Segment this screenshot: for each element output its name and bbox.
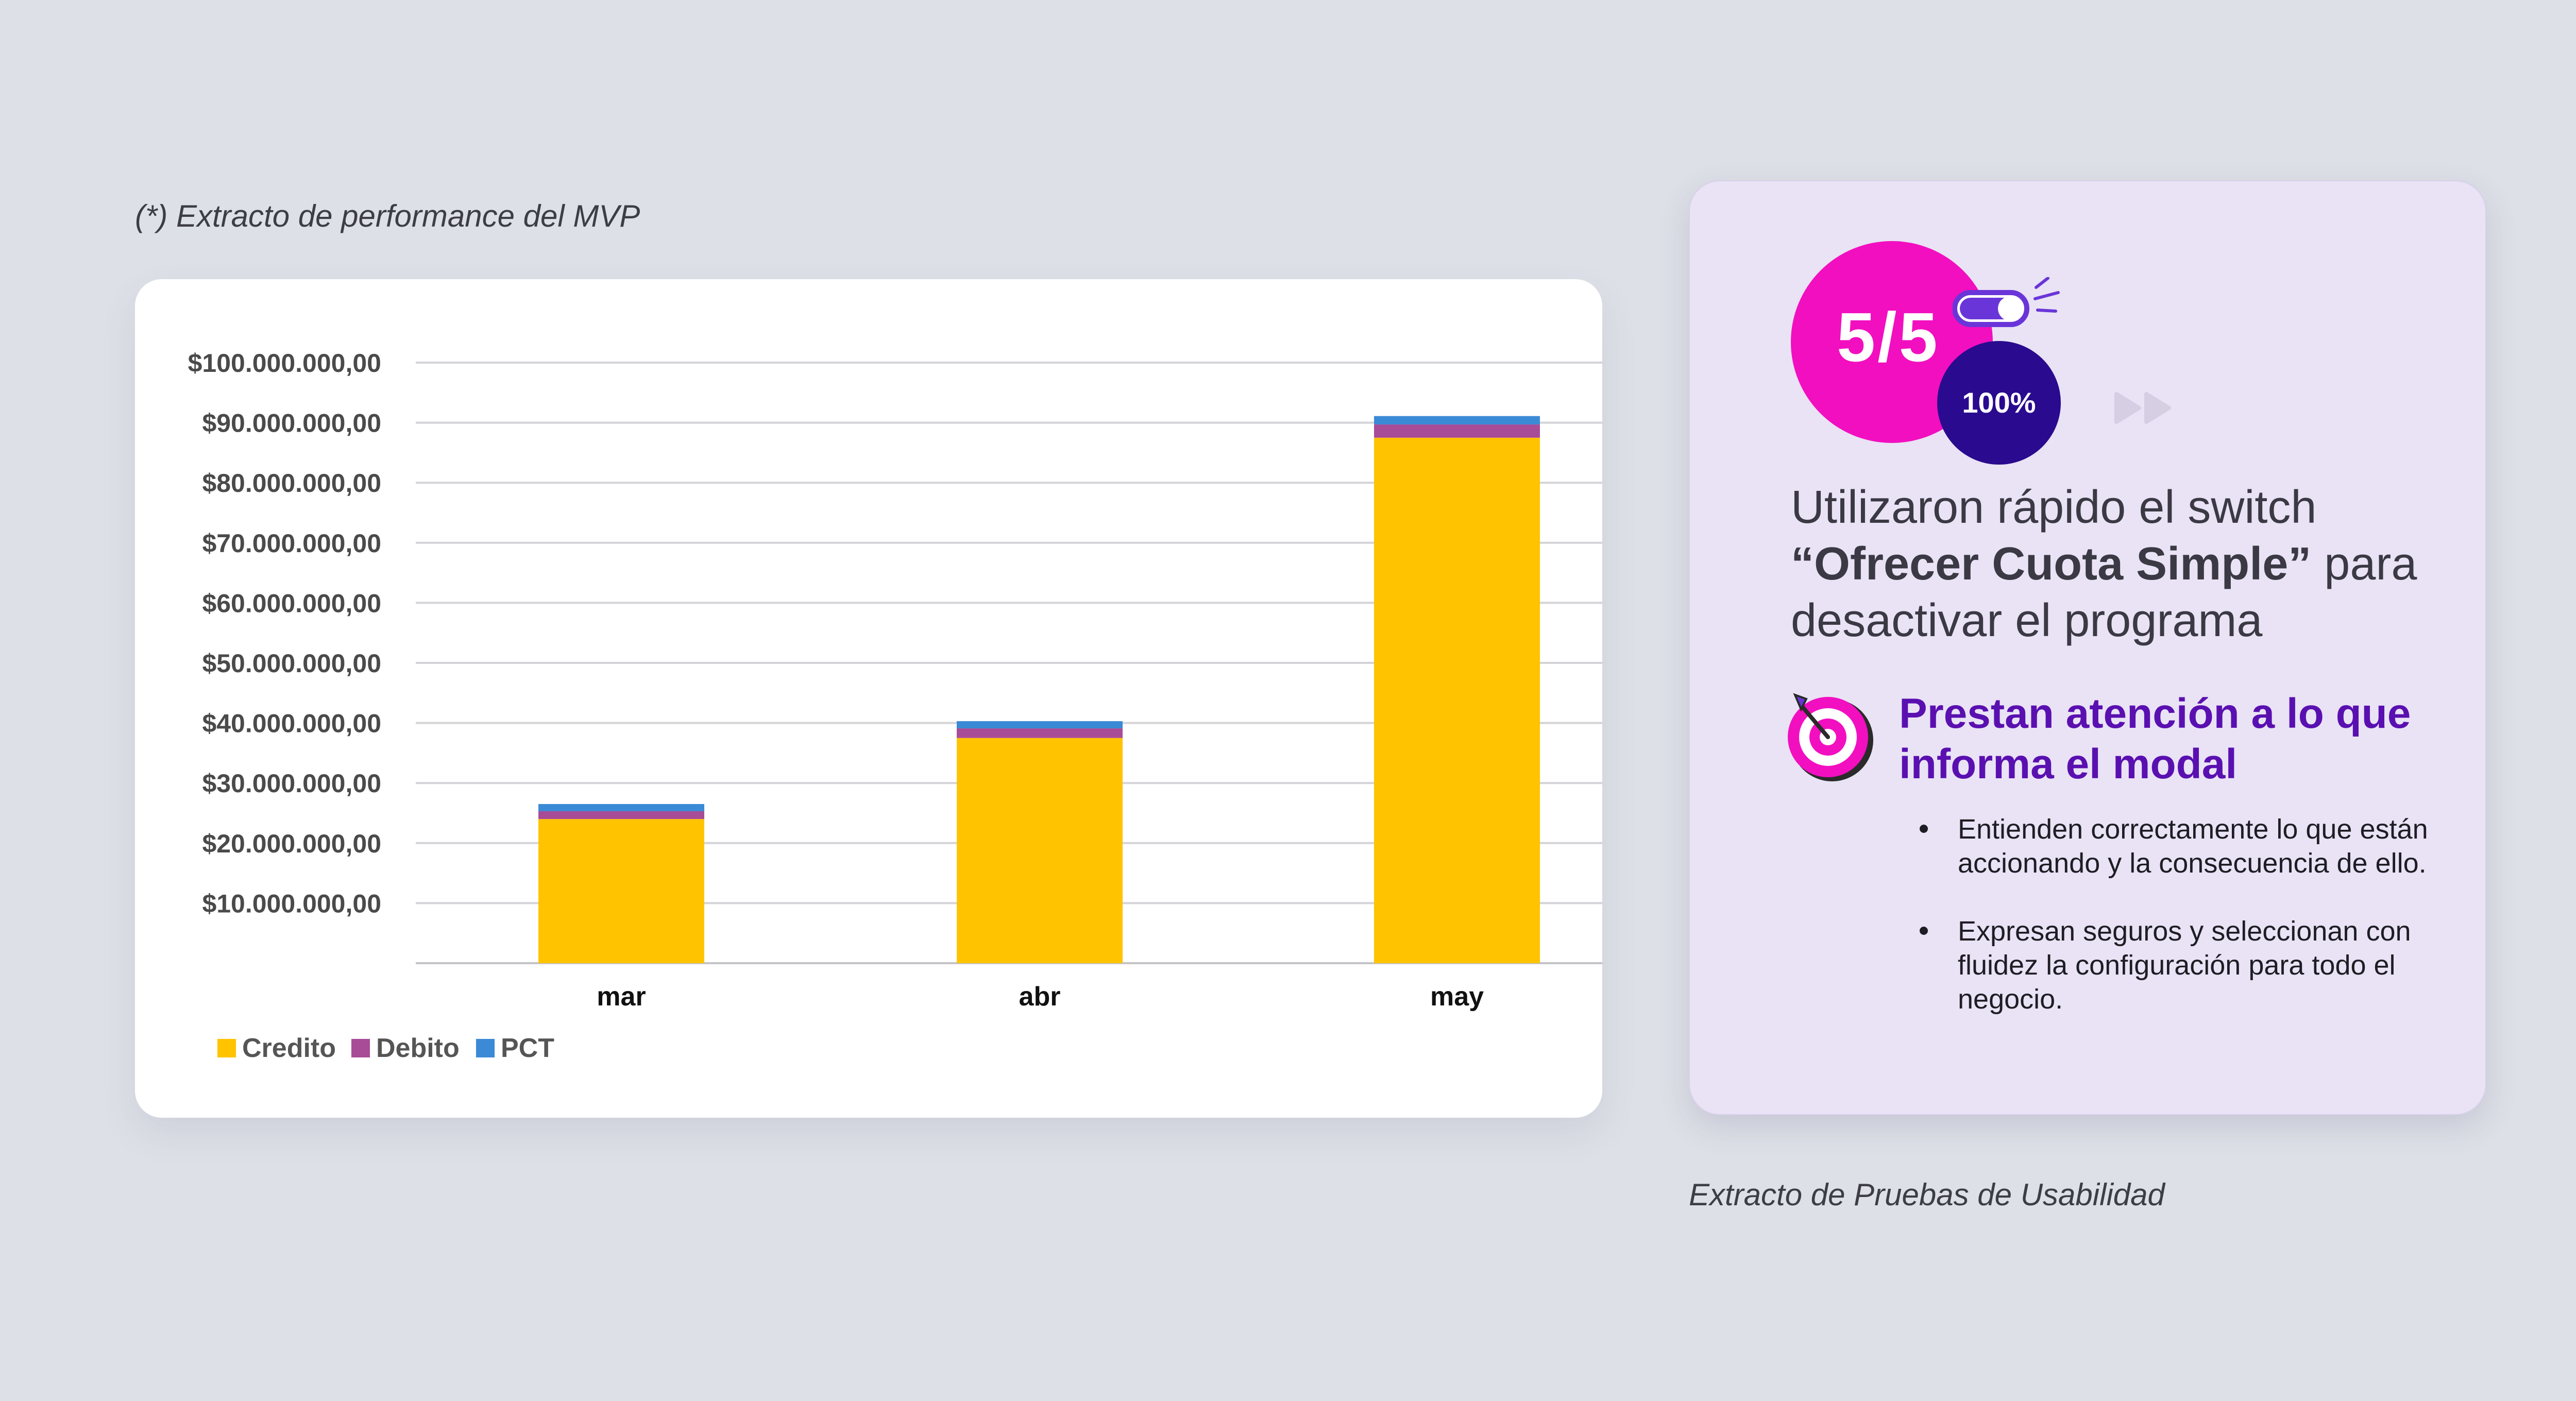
bar-credito-abr [957, 738, 1123, 963]
y-tick-label: $60.000.000,00 [202, 589, 381, 618]
y-tick-label: $30.000.000,00 [202, 769, 381, 798]
y-tick-label: $50.000.000,00 [202, 649, 381, 678]
chart-caption: (*) Extracto de performance del MVP [135, 199, 640, 233]
legend-swatch-pct [476, 1039, 495, 1057]
bullet-dot [1920, 927, 1928, 935]
bar-credito-mar [538, 819, 704, 963]
y-tick-label: $10.000.000,00 [202, 889, 381, 918]
legend-swatch-debito [351, 1039, 370, 1057]
bar-credito-may [1374, 437, 1540, 963]
legend-swatch-credito [217, 1039, 236, 1057]
x-tick-label: mar [597, 982, 646, 1012]
bar-debito-abr [957, 728, 1123, 738]
toggle-switch-icon [1953, 277, 2060, 327]
bar-debito-may [1374, 424, 1540, 438]
y-tick-label: $70.000.000,00 [202, 529, 381, 558]
bar-pct-abr [957, 721, 1123, 729]
chart-card: $10.000.000,00 $20.000.000,00 $30.000.000,… [135, 279, 1602, 1118]
score-value: 5/5 [1837, 298, 1940, 376]
bar-pct-mar [538, 804, 704, 812]
play-forward-icon [2114, 392, 2171, 424]
x-tick-label: abr [1019, 982, 1061, 1012]
y-tick-label: $20.000.000,00 [202, 829, 381, 858]
bullet-dot [1920, 825, 1928, 833]
percent-value: 100% [1962, 386, 2036, 419]
bar-debito-mar [538, 811, 704, 819]
legend-label-pct: PCT [501, 1033, 554, 1063]
y-tick-label: $90.000.000,00 [202, 409, 381, 438]
legend-label-credito: Credito [242, 1033, 336, 1063]
list-item: Expresan seguros y seleccionan con fluid… [1920, 914, 2445, 1016]
usability-caption: Extracto de Pruebas de Usabilidad [1689, 1177, 2165, 1212]
y-tick-label: $80.000.000,00 [202, 469, 381, 498]
usability-subhead: Prestan atención a lo que informa el mod… [1899, 690, 2411, 788]
usability-card: 5/5 100% Utilizaron rápido el switch “Of… [1689, 180, 2486, 1115]
usability-headline: Utilizaron rápido el switch “Ofrecer Cuo… [1791, 482, 2417, 646]
bar-chart: $10.000.000,00 $20.000.000,00 $30.000.000,… [188, 349, 1602, 1063]
bar-pct-may [1374, 416, 1540, 425]
x-tick-label: may [1430, 982, 1484, 1012]
target-icon [1788, 693, 1873, 781]
y-tick-label: $40.000.000,00 [202, 709, 381, 738]
legend-label-debito: Debito [376, 1033, 460, 1063]
list-item: Entienden correctamente lo que están acc… [1920, 812, 2445, 880]
y-tick-label: $100.000.000,00 [188, 349, 381, 378]
findings-list: Entienden correctamente lo que están acc… [1920, 812, 2445, 1050]
percent-circle: 100% [1937, 341, 2061, 465]
